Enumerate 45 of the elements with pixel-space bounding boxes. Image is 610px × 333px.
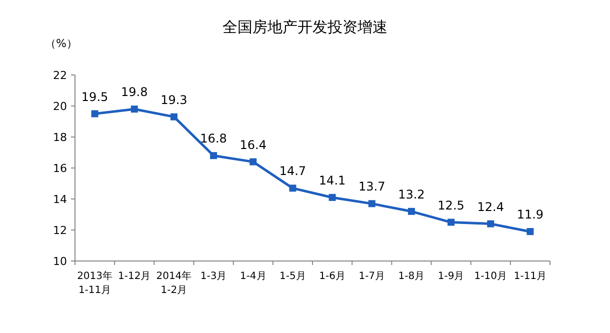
x-tick-label: 1-4月 bbox=[240, 271, 266, 282]
point bbox=[408, 208, 415, 215]
point bbox=[289, 184, 296, 192]
chart-title: 全国房地产开发投资增速 bbox=[222, 18, 388, 36]
point bbox=[328, 194, 336, 201]
y-axis-title: （%） bbox=[45, 37, 78, 50]
data-label: 19.5 bbox=[81, 90, 108, 104]
data-label: 19.8 bbox=[121, 85, 148, 100]
x-tick-label: 1-10月 bbox=[474, 271, 507, 282]
y-tick-label: 22 bbox=[53, 69, 67, 82]
data-label: 19.3 bbox=[160, 92, 188, 107]
data-label: 13.2 bbox=[398, 187, 425, 202]
data-label: 14.1 bbox=[318, 173, 346, 188]
y-tick-label: 20 bbox=[53, 100, 67, 113]
data-label: 16.8 bbox=[200, 132, 227, 146]
point bbox=[526, 228, 534, 236]
data-label: 16.4 bbox=[240, 138, 266, 152]
x-tick-label: 1-11月 bbox=[514, 271, 547, 282]
x-tick-label: 1-7月 bbox=[358, 271, 386, 282]
point bbox=[448, 218, 455, 226]
y-tick-label: 16 bbox=[53, 162, 67, 175]
point bbox=[210, 152, 218, 160]
data-label: 12.4 bbox=[477, 200, 504, 214]
y-tick-label: 10 bbox=[53, 255, 67, 268]
point bbox=[368, 200, 376, 208]
x-tick-label: 2013年 1-11月 bbox=[77, 270, 113, 296]
y-tick-label: 14 bbox=[53, 193, 67, 206]
y-tick-label: 18 bbox=[53, 131, 67, 144]
x-tick-label: 1-9月 bbox=[438, 271, 464, 282]
data-label: 12.5 bbox=[438, 198, 464, 212]
data-label: 14.7 bbox=[279, 164, 306, 178]
data-label: 11.9 bbox=[516, 208, 544, 222]
y-tick-label: 12 bbox=[53, 224, 67, 237]
data-label: 13.7 bbox=[358, 180, 386, 194]
point bbox=[170, 113, 178, 120]
point bbox=[487, 220, 494, 228]
x-tick-label: 2014年 1-2月 bbox=[156, 270, 192, 296]
x-tick-label: 1-8月 bbox=[398, 271, 425, 282]
point bbox=[130, 106, 138, 113]
x-tick-label: 1-3月 bbox=[200, 271, 227, 282]
x-tick-label: 1-6月 bbox=[319, 271, 346, 282]
point bbox=[91, 110, 98, 118]
point bbox=[250, 158, 257, 166]
x-tick-label: 1-12月 bbox=[118, 271, 151, 282]
x-tick-label: 1-5月 bbox=[280, 271, 306, 282]
